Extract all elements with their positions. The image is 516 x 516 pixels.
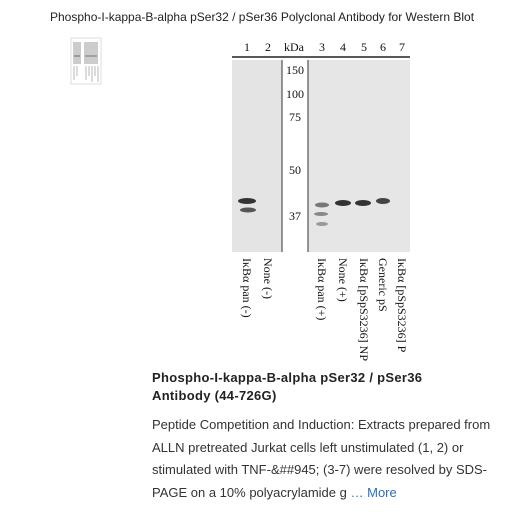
blot-figure: 1 2 kDa 3 4 5 6 7 150 100 75 50 37 IκBα pan (-) None (… (70, 37, 410, 361)
lane-label: IκBα [pSpS3236] NP (357, 258, 371, 361)
thumbnail[interactable] (70, 37, 102, 85)
lane-number: 1 (244, 40, 250, 54)
more-link[interactable]: … More (350, 484, 397, 500)
product-name[interactable]: Phospho-I-kappa-B-alpha pSer32 / pSer36 … (152, 370, 423, 403)
bands (238, 198, 390, 226)
lane-label: IκBα pan (+) (315, 258, 329, 320)
lane-label: IκBα pan (-) (240, 258, 254, 318)
description-text: Peptide Competition and Induction: Extra… (152, 417, 491, 500)
page-title: Phospho-I-kappa-B-alpha pSer32 / pSer36 … (50, 10, 475, 24)
lane-number: 2 (265, 40, 271, 54)
lane-number: 3 (319, 40, 325, 54)
blot-panel-right (308, 60, 410, 252)
marker-label: 37 (289, 209, 301, 223)
lane-number: 5 (361, 40, 367, 54)
marker-label: 150 (286, 63, 304, 77)
marker-label: 100 (286, 87, 304, 101)
lane-number: 6 (380, 40, 386, 54)
lane-label: None (-) (261, 258, 275, 299)
lane-label: Generic pS (376, 258, 390, 312)
blot-panel-left (232, 60, 282, 252)
lane-label: IκBα [pSpS3236] P (395, 258, 409, 353)
lane-number: kDa (284, 40, 305, 54)
product-description: Peptide Competition and Induction: Extra… (152, 414, 494, 504)
lane-number: 7 (399, 40, 405, 54)
lane-number: 4 (340, 40, 346, 54)
marker-label: 75 (289, 110, 301, 124)
marker-label: 50 (289, 163, 301, 177)
lane-label: None (+) (336, 258, 350, 302)
